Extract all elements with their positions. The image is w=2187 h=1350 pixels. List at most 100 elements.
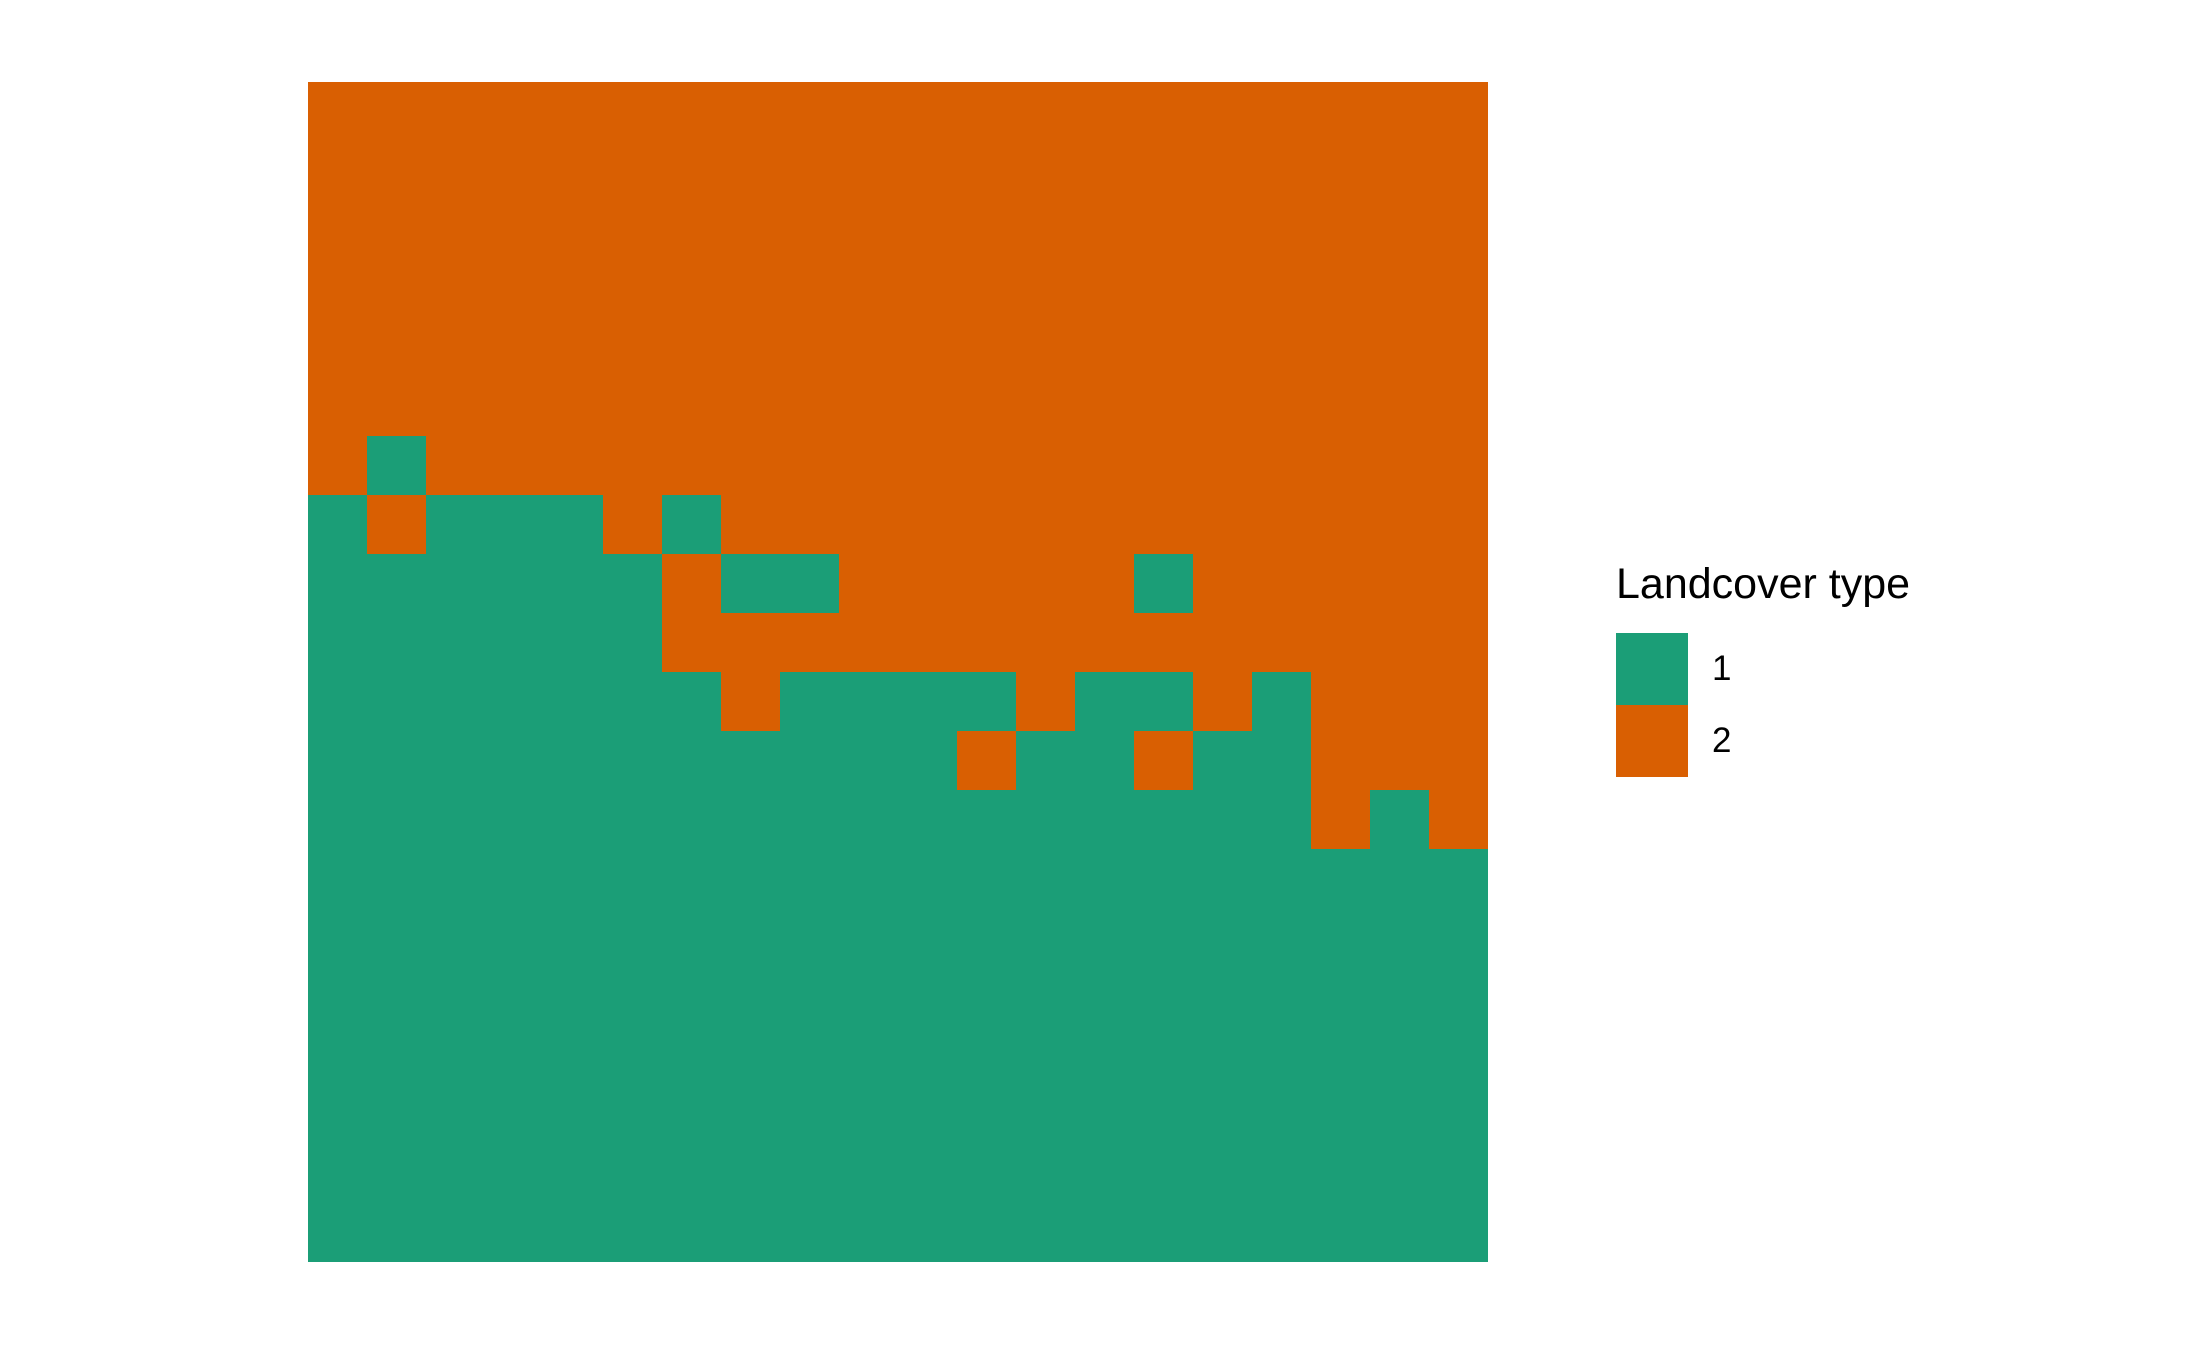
raster-cell-r10-c17-type2	[1311, 672, 1371, 732]
raster-cell-r1-c9-type2	[839, 141, 899, 201]
raster-cell-r7-c16-type2	[1252, 495, 1312, 555]
raster-cell-r1-c13-type2	[1075, 141, 1135, 201]
raster-cell-r13-c4-type1	[544, 849, 604, 909]
raster-cell-r12-c3-type1	[485, 790, 545, 850]
raster-cell-r11-c3-type1	[485, 731, 545, 791]
raster-cell-r19-c7-type1	[721, 1203, 781, 1262]
raster-cell-r4-c5-type2	[603, 318, 663, 378]
raster-cell-r8-c13-type2	[1075, 554, 1135, 614]
raster-cell-r8-c0-type1	[308, 554, 368, 614]
raster-cell-r17-c19-type1	[1429, 1085, 1488, 1145]
raster-cell-r2-c15-type2	[1193, 200, 1253, 260]
raster-cell-r13-c7-type1	[721, 849, 781, 909]
raster-cell-r4-c17-type2	[1311, 318, 1371, 378]
raster-cell-r4-c18-type2	[1370, 318, 1430, 378]
raster-cell-r4-c19-type2	[1429, 318, 1488, 378]
raster-cell-r7-c14-type2	[1134, 495, 1194, 555]
raster-cell-r7-c0-type1	[308, 495, 368, 555]
legend: Landcover type 1 2	[1616, 560, 1910, 777]
raster-cell-r12-c17-type2	[1311, 790, 1371, 850]
raster-cell-r14-c12-type1	[1016, 908, 1076, 968]
raster-cell-r11-c13-type1	[1075, 731, 1135, 791]
raster-cell-r11-c19-type2	[1429, 731, 1488, 791]
raster-cell-r7-c11-type2	[957, 495, 1017, 555]
raster-cell-r0-c15-type2	[1193, 82, 1253, 142]
raster-cell-r16-c12-type1	[1016, 1026, 1076, 1086]
raster-cell-r13-c6-type1	[662, 849, 722, 909]
raster-cell-r0-c18-type2	[1370, 82, 1430, 142]
raster-cell-r9-c14-type2	[1134, 613, 1194, 673]
raster-cell-r1-c14-type2	[1134, 141, 1194, 201]
raster-cell-r7-c9-type2	[839, 495, 899, 555]
raster-cell-r8-c6-type2	[662, 554, 722, 614]
raster-cell-r11-c5-type1	[603, 731, 663, 791]
raster-cell-r2-c4-type2	[544, 200, 604, 260]
raster-cell-r19-c1-type1	[367, 1203, 427, 1262]
raster-cell-r8-c4-type1	[544, 554, 604, 614]
raster-cell-r5-c1-type2	[367, 377, 427, 437]
raster-cell-r13-c3-type1	[485, 849, 545, 909]
raster-cell-r19-c10-type1	[898, 1203, 958, 1262]
raster-cell-r16-c18-type1	[1370, 1026, 1430, 1086]
raster-cell-r8-c8-type1	[780, 554, 840, 614]
raster-cell-r4-c12-type2	[1016, 318, 1076, 378]
raster-cell-r17-c18-type1	[1370, 1085, 1430, 1145]
raster-cell-r1-c17-type2	[1311, 141, 1371, 201]
raster-cell-r7-c6-type1	[662, 495, 722, 555]
raster-cell-r9-c13-type2	[1075, 613, 1135, 673]
raster-cell-r5-c5-type2	[603, 377, 663, 437]
raster-cell-r11-c15-type1	[1193, 731, 1253, 791]
raster-cell-r9-c16-type2	[1252, 613, 1312, 673]
raster-cell-r2-c13-type2	[1075, 200, 1135, 260]
raster-cell-r9-c11-type2	[957, 613, 1017, 673]
raster-cell-r8-c10-type2	[898, 554, 958, 614]
raster-cell-r9-c18-type2	[1370, 613, 1430, 673]
raster-cell-r4-c15-type2	[1193, 318, 1253, 378]
raster-cell-r3-c2-type2	[426, 259, 486, 319]
raster-cell-r12-c10-type1	[898, 790, 958, 850]
raster-cell-r15-c19-type1	[1429, 967, 1488, 1027]
raster-cell-r15-c3-type1	[485, 967, 545, 1027]
raster-cell-r0-c11-type2	[957, 82, 1017, 142]
raster-cell-r18-c1-type1	[367, 1144, 427, 1204]
raster-cell-r8-c15-type2	[1193, 554, 1253, 614]
raster-cell-r5-c4-type2	[544, 377, 604, 437]
raster-cell-r1-c10-type2	[898, 141, 958, 201]
raster-cell-r3-c3-type2	[485, 259, 545, 319]
raster-cell-r2-c6-type2	[662, 200, 722, 260]
raster-cell-r18-c14-type1	[1134, 1144, 1194, 1204]
raster-cell-r5-c11-type2	[957, 377, 1017, 437]
raster-cell-r7-c15-type2	[1193, 495, 1253, 555]
raster-cell-r11-c6-type1	[662, 731, 722, 791]
raster-cell-r11-c2-type1	[426, 731, 486, 791]
raster-cell-r5-c17-type2	[1311, 377, 1371, 437]
raster-cell-r3-c16-type2	[1252, 259, 1312, 319]
raster-cell-r13-c0-type1	[308, 849, 368, 909]
raster-cell-r16-c6-type1	[662, 1026, 722, 1086]
raster-cell-r9-c6-type2	[662, 613, 722, 673]
raster-cell-r14-c18-type1	[1370, 908, 1430, 968]
raster-cell-r1-c8-type2	[780, 141, 840, 201]
raster-cell-r3-c4-type2	[544, 259, 604, 319]
raster-cell-r19-c11-type1	[957, 1203, 1017, 1262]
raster-cell-r4-c3-type2	[485, 318, 545, 378]
raster-cell-r15-c15-type1	[1193, 967, 1253, 1027]
raster-cell-r4-c10-type2	[898, 318, 958, 378]
raster-cell-r4-c1-type2	[367, 318, 427, 378]
raster-cell-r15-c16-type1	[1252, 967, 1312, 1027]
raster-cell-r15-c17-type1	[1311, 967, 1371, 1027]
raster-cell-r13-c19-type1	[1429, 849, 1488, 909]
raster-cell-r17-c1-type1	[367, 1085, 427, 1145]
raster-cell-r18-c16-type1	[1252, 1144, 1312, 1204]
raster-cell-r4-c8-type2	[780, 318, 840, 378]
raster-cell-r3-c10-type2	[898, 259, 958, 319]
raster-cell-r6-c11-type2	[957, 436, 1017, 496]
raster-cell-r13-c14-type1	[1134, 849, 1194, 909]
raster-cell-r0-c5-type2	[603, 82, 663, 142]
raster-cell-r0-c0-type2	[308, 82, 368, 142]
raster-cell-r9-c15-type2	[1193, 613, 1253, 673]
raster-cell-r5-c10-type2	[898, 377, 958, 437]
raster-cell-r6-c9-type2	[839, 436, 899, 496]
raster-cell-r13-c11-type1	[957, 849, 1017, 909]
raster-cell-r13-c18-type1	[1370, 849, 1430, 909]
